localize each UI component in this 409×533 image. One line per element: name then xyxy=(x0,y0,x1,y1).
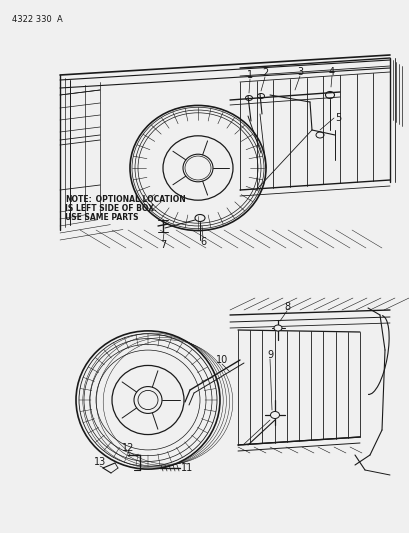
Text: 4: 4 xyxy=(328,67,334,77)
Text: 6: 6 xyxy=(200,237,206,247)
Text: 11: 11 xyxy=(180,463,193,473)
Text: IS LEFT SIDE OF BOX.: IS LEFT SIDE OF BOX. xyxy=(65,204,157,213)
Ellipse shape xyxy=(182,154,213,182)
Ellipse shape xyxy=(134,386,162,414)
Text: 5: 5 xyxy=(334,113,340,123)
Text: 4322 330  A: 4322 330 A xyxy=(12,15,63,24)
Text: 13: 13 xyxy=(94,457,106,467)
Text: 2: 2 xyxy=(261,68,267,78)
Text: NOTE:: NOTE: xyxy=(65,195,92,204)
Text: 12: 12 xyxy=(121,443,134,453)
Text: USE SAME PARTS: USE SAME PARTS xyxy=(65,213,138,222)
Text: 9: 9 xyxy=(266,350,272,360)
Ellipse shape xyxy=(270,411,279,418)
Text: 8: 8 xyxy=(283,302,289,312)
Text: 3: 3 xyxy=(296,67,302,77)
Text: OPTIONAL LOCATION: OPTIONAL LOCATION xyxy=(93,195,185,204)
Text: 10: 10 xyxy=(216,355,227,365)
Text: 7: 7 xyxy=(160,240,166,250)
Text: 1: 1 xyxy=(246,70,252,80)
Ellipse shape xyxy=(273,325,281,331)
